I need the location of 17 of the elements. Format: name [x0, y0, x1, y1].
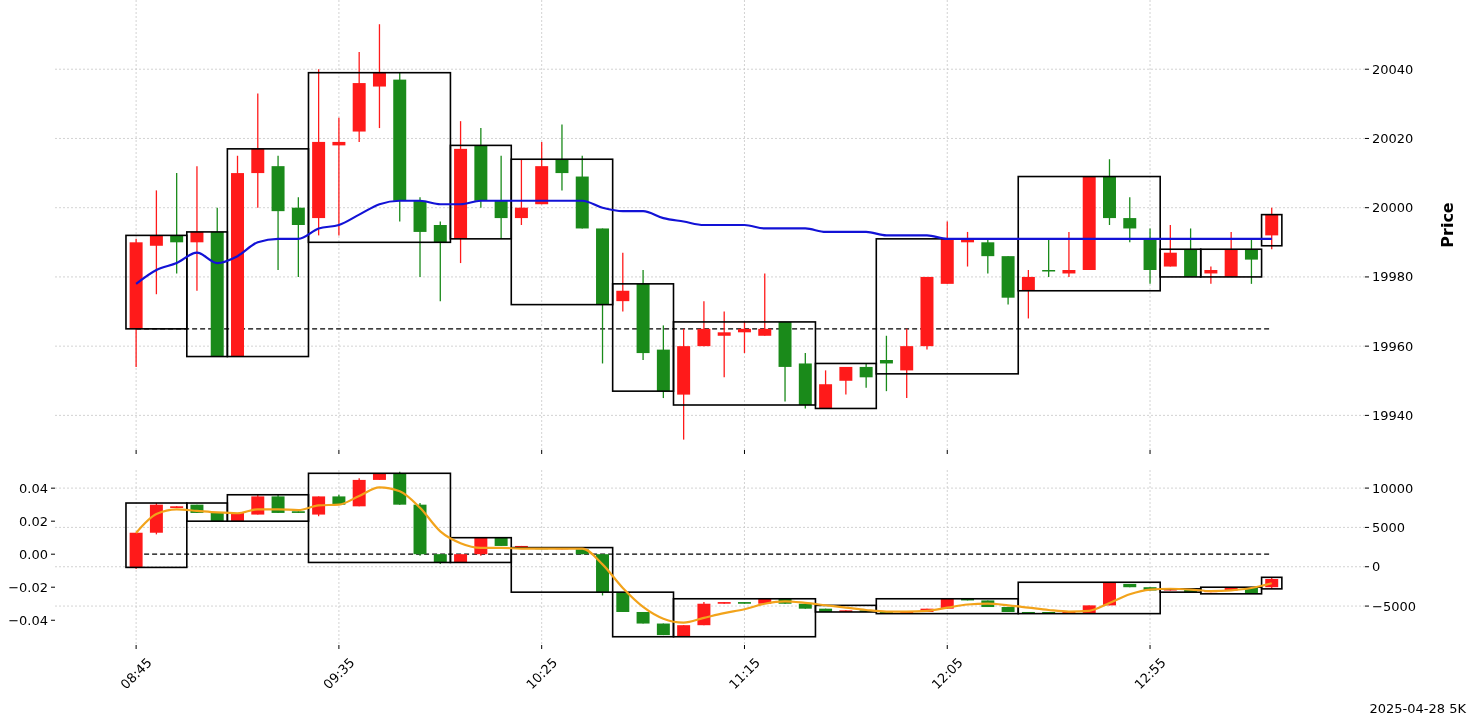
- y2-tick-label: 10000: [1372, 480, 1414, 496]
- y-tick-label: 20040: [1372, 61, 1414, 77]
- text: 2025-04-28 5K: [1369, 701, 1467, 716]
- y2-tick-label: 0: [1372, 559, 1381, 575]
- y-tick-label: 20000: [1372, 200, 1414, 216]
- y-tick-label: −0.04: [8, 612, 48, 628]
- y-tick-label: 20020: [1372, 131, 1414, 147]
- y-tick-label: 19940: [1372, 407, 1414, 423]
- y-tick-label: 0.00: [19, 546, 48, 562]
- y-tick-label: 0.02: [19, 513, 48, 529]
- y-axis-title: Price: [1438, 202, 1457, 248]
- y-tick-label: 19980: [1372, 269, 1414, 285]
- y2-tick-label: −5000: [1372, 598, 1416, 614]
- y-tick-label: 0.04: [19, 480, 48, 496]
- y2-tick-label: 5000: [1372, 519, 1406, 535]
- y-tick-label: −0.02: [8, 579, 48, 595]
- y-tick-label: 19960: [1372, 338, 1414, 354]
